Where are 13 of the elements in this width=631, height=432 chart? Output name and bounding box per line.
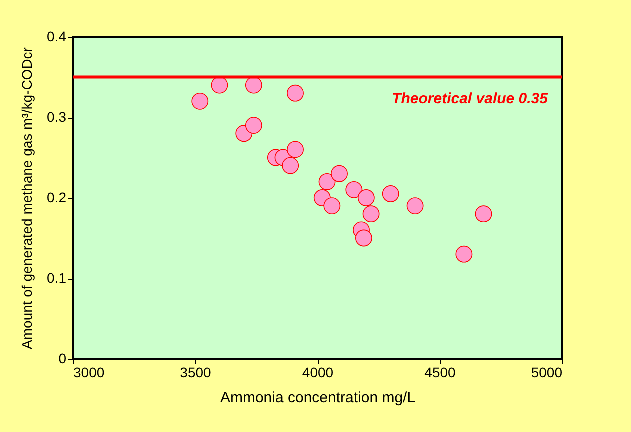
y-tick-label: 0.2 — [47, 190, 67, 206]
y-tick-label: 0.4 — [47, 28, 67, 44]
y-tick-label: 0.1 — [47, 270, 67, 286]
x-tick-label: 4000 — [302, 364, 334, 380]
x-tick-label: 3000 — [74, 364, 105, 380]
ref-line-label: Theoretical value 0.35 — [392, 90, 549, 108]
x-tick-label: 5000 — [531, 364, 563, 380]
y-axis-title: Amount of generated methane gas m³/kg-CODcr — [19, 47, 36, 350]
y-tick-label: 0.3 — [47, 109, 67, 125]
y-tick-label: 0 — [58, 350, 67, 366]
x-tick-label: 4500 — [424, 364, 456, 380]
x-axis-title: Ammonia concentration mg/L — [220, 390, 416, 406]
x-tick-label: 3500 — [180, 364, 212, 380]
